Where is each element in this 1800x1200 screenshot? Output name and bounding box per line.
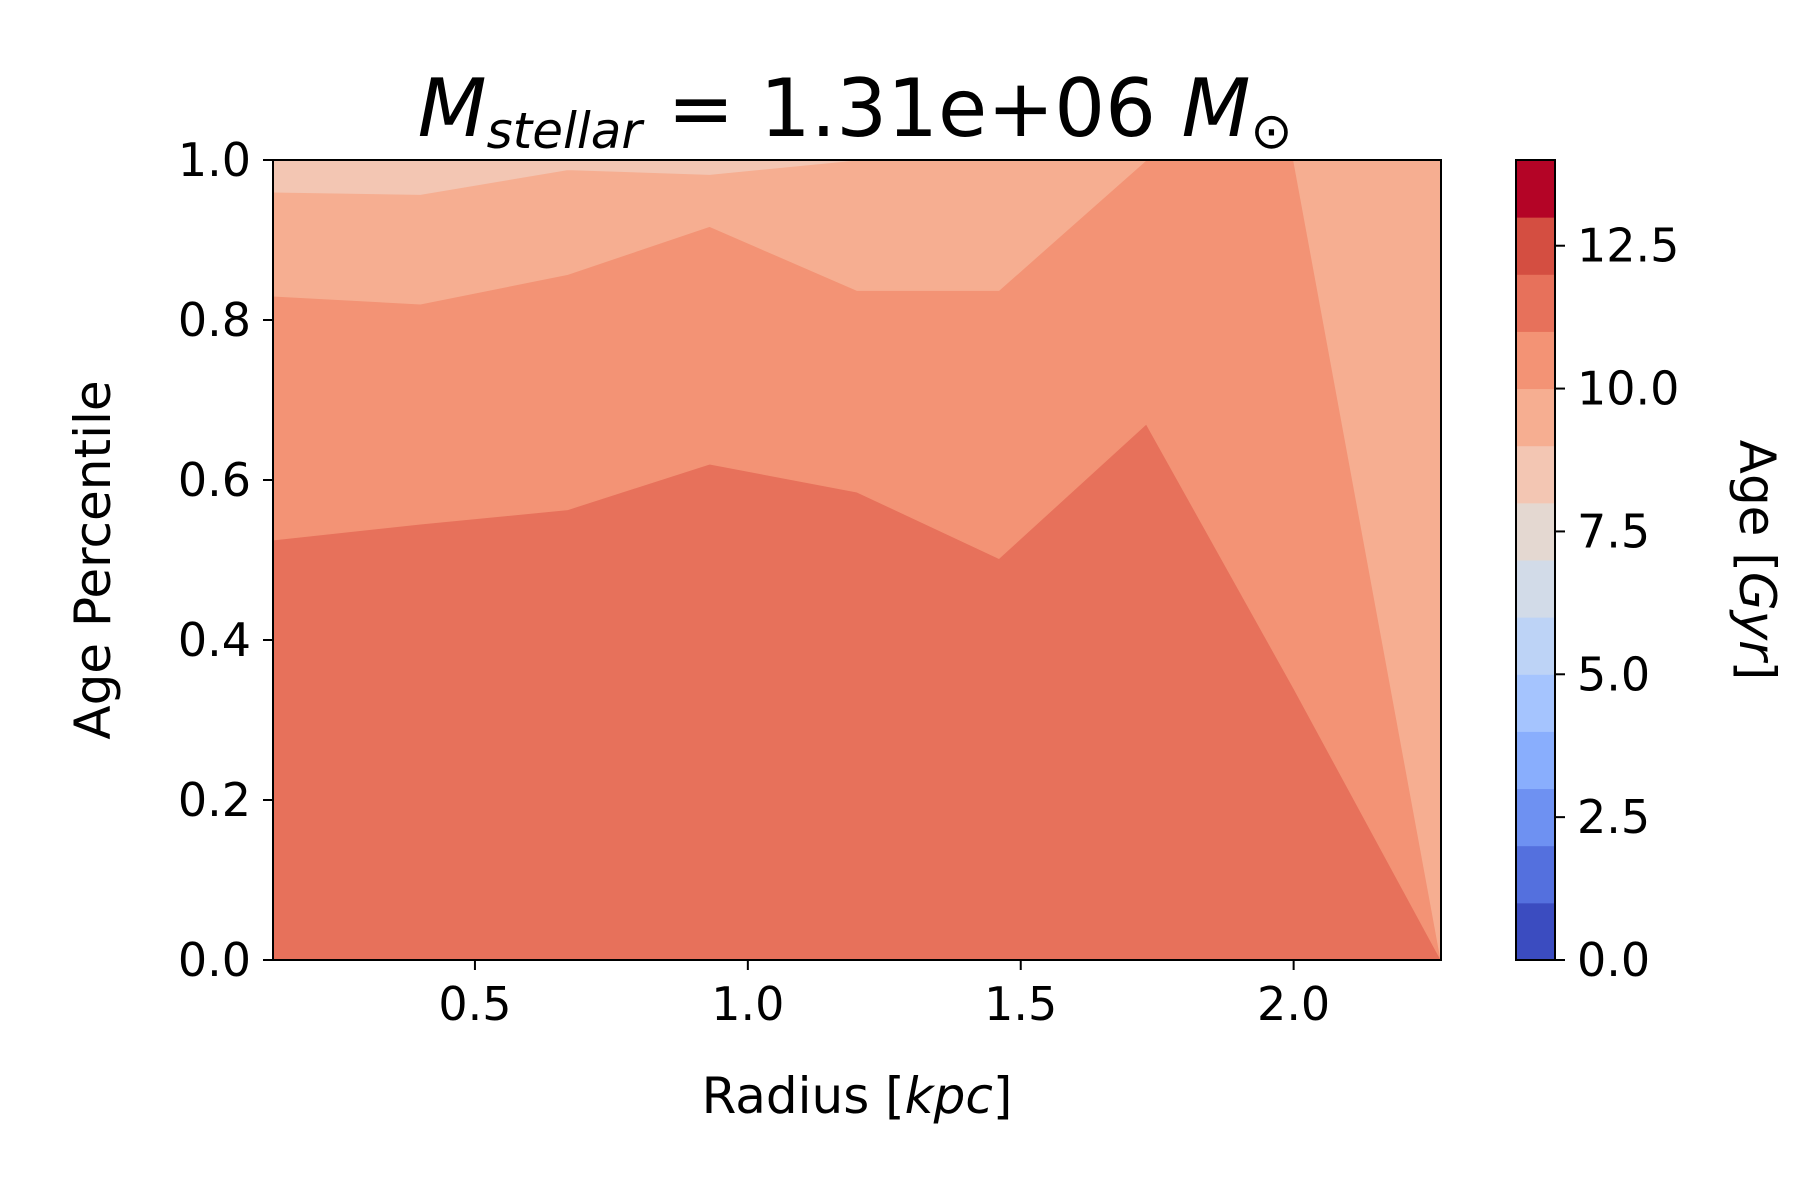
colorbar-tick-label: 5.0: [1577, 647, 1650, 701]
y-tick-label: 1.0: [178, 133, 251, 187]
x-tick-label: 0.5: [438, 977, 511, 1031]
colorbar-level: [1516, 674, 1555, 732]
colorbar-level: [1516, 902, 1555, 961]
y-tick-label: 0.2: [178, 773, 251, 827]
plot-frame: [272, 159, 1442, 961]
colorbar-level: [1516, 617, 1555, 675]
x-axis-label-unit: kpc: [905, 1067, 993, 1125]
colorbar-tick-label: 12.5: [1577, 219, 1679, 273]
y-ticks: 0.0 0.2 0.4 0.6 0.8 1.0: [178, 133, 273, 987]
colorbar-tick-label: 0.0: [1577, 933, 1650, 987]
y-tick-label: 0.6: [178, 453, 251, 507]
y-axis-label: Age Percentile: [64, 380, 122, 739]
colorbar-label-prefix: Age [: [1728, 440, 1786, 572]
x-tick-label: 1.5: [984, 977, 1057, 1031]
chart-title: Mstellar = 1.31e+06 M⊙: [418, 62, 1293, 160]
colorbar-label-unit: Gyr: [1728, 572, 1786, 664]
colorbar-tick-label: 7.5: [1577, 504, 1650, 558]
x-axis-label: Radius [kpc]: [702, 1067, 1013, 1125]
colorbar-level: [1516, 445, 1555, 504]
x-tick-label: 1.0: [711, 977, 784, 1031]
colorbar-tick-label: 2.5: [1577, 790, 1650, 844]
x-axis-label-text: Radius [: [702, 1067, 905, 1125]
colorbar-level: [1516, 388, 1555, 447]
colorbar-level: [1516, 217, 1555, 275]
x-axis-label-close: ]: [993, 1067, 1013, 1125]
colorbar-label-suffix: ]: [1728, 661, 1786, 681]
colorbar-level: [1516, 502, 1555, 561]
x-ticks: 0.5 1.0 1.5 2.0: [438, 960, 1330, 1031]
colorbar-level: [1516, 560, 1555, 618]
x-tick-label: 2.0: [1257, 977, 1330, 1031]
colorbar-level: [1516, 274, 1555, 332]
colorbar-tick-label: 10.0: [1577, 362, 1679, 416]
colorbar-level: [1516, 788, 1555, 847]
colorbar-level: [1516, 331, 1555, 390]
colorbar-level: [1516, 845, 1555, 904]
colorbar-level: [1516, 160, 1555, 218]
y-tick-label: 0.8: [178, 293, 251, 347]
colorbar-level: [1516, 731, 1555, 790]
y-tick-label: 0.4: [178, 613, 251, 667]
title-subscript: stellar: [487, 102, 646, 160]
area-bands: [272, 159, 1442, 961]
y-tick-label: 0.0: [178, 933, 251, 987]
colorbar-ticks: 0.0 2.5 5.0 7.5 10.0 12.5: [1555, 219, 1679, 987]
colorbar-label: Age [Gyr]: [1728, 440, 1786, 681]
colorbar-frame: [1515, 159, 1556, 961]
title-value: = 1.31e+06: [642, 62, 1182, 155]
plot-area: 0.5 1.0 1.5 2.0 0.0 0.2 0.4 0.6 0.8 1.0: [178, 133, 1442, 1031]
colorbar-levels: [1516, 160, 1555, 961]
title-unit: M: [1182, 62, 1251, 155]
title-unit-subscript: ⊙: [1251, 102, 1293, 160]
title-symbol: M: [418, 62, 487, 155]
colorbar: 0.0 2.5 5.0 7.5 10.0 12.5 Age [Gyr]: [1515, 159, 1786, 987]
